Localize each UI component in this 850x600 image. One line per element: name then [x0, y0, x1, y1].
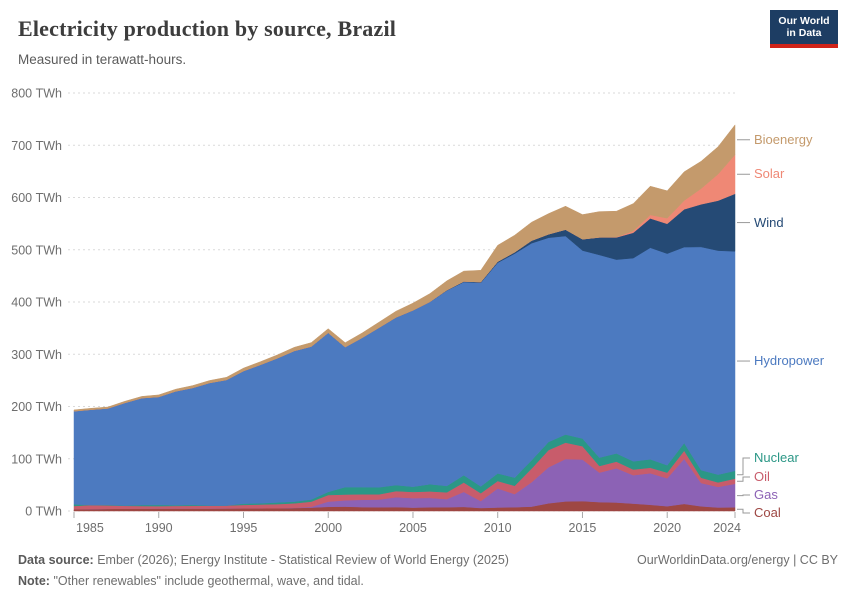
owid-link[interactable]: OurWorldinData.org/energy | CC BY	[636, 553, 838, 567]
area-bioenergy[interactable]	[73, 124, 736, 412]
x-axis-tick-label: 1990	[145, 521, 173, 535]
data-source-line: Data source: Ember (2026); Energy Instit…	[18, 553, 509, 567]
legend-label-solar[interactable]: Solar	[754, 166, 785, 182]
chart-subtitle: Measured in terawatt-hours.	[18, 52, 187, 67]
x-axis-tick-label: 2020	[653, 521, 681, 535]
legend-connectors	[737, 139, 750, 514]
x-axis-tick-label: 1985	[76, 521, 104, 535]
legend-label-hydropower[interactable]: Hydropower	[754, 353, 825, 369]
y-axis-tick-label: 300 TWh	[11, 348, 62, 362]
legend-label-oil[interactable]: Oil	[754, 469, 770, 484]
y-axis-tick-label: 500 TWh	[11, 243, 62, 257]
x-axis-tick-label: 2000	[314, 521, 342, 535]
y-axis-tick-label: 700 TWh	[11, 139, 62, 153]
legend-label-gas[interactable]: Gas	[754, 487, 778, 502]
owid-logo-line1: Our World	[778, 15, 830, 27]
legend-label-wind[interactable]: Wind	[754, 214, 784, 230]
x-axis: 1985 1990 1995 2000 2005 2010 2015 2020 2024	[73, 512, 741, 535]
data-source-label: Data source:	[18, 553, 94, 567]
y-axis-tick-label: 200 TWh	[11, 400, 62, 414]
x-axis-tick-label: 2015	[569, 521, 597, 535]
data-source-text: Ember (2026); Energy Institute - Statist…	[97, 553, 509, 567]
owid-logo: Our World in Data	[770, 10, 838, 48]
y-axis-tick-label: 400 TWh	[11, 296, 62, 310]
y-axis-tick-label: 0 TWh	[25, 505, 62, 519]
y-axis-tick-label: 800 TWh	[11, 87, 62, 101]
page-title: Electricity production by source, Brazil	[18, 16, 397, 41]
chart-footer: Data source: Ember (2026); Energy Instit…	[18, 553, 838, 588]
x-axis-tick-label: 2005	[399, 521, 427, 535]
x-axis-tick-label: 2010	[484, 521, 512, 535]
legend-label-bioenergy[interactable]: Bioenergy	[754, 131, 813, 147]
legend-label-coal[interactable]: Coal	[754, 505, 781, 520]
x-axis-tick-label: 2024	[713, 521, 741, 535]
note-text: "Other renewables" include geothermal, w…	[53, 574, 364, 588]
y-axis-tick-label: 600 TWh	[11, 191, 62, 205]
owid-logo-line2: in Data	[786, 27, 822, 39]
x-axis-tick-label: 1995	[230, 521, 258, 535]
y-axis-tick-label: 100 TWh	[11, 452, 62, 466]
note-label: Note:	[18, 574, 50, 588]
legend-label-nuclear[interactable]: Nuclear	[754, 450, 799, 465]
area-series	[73, 124, 736, 512]
